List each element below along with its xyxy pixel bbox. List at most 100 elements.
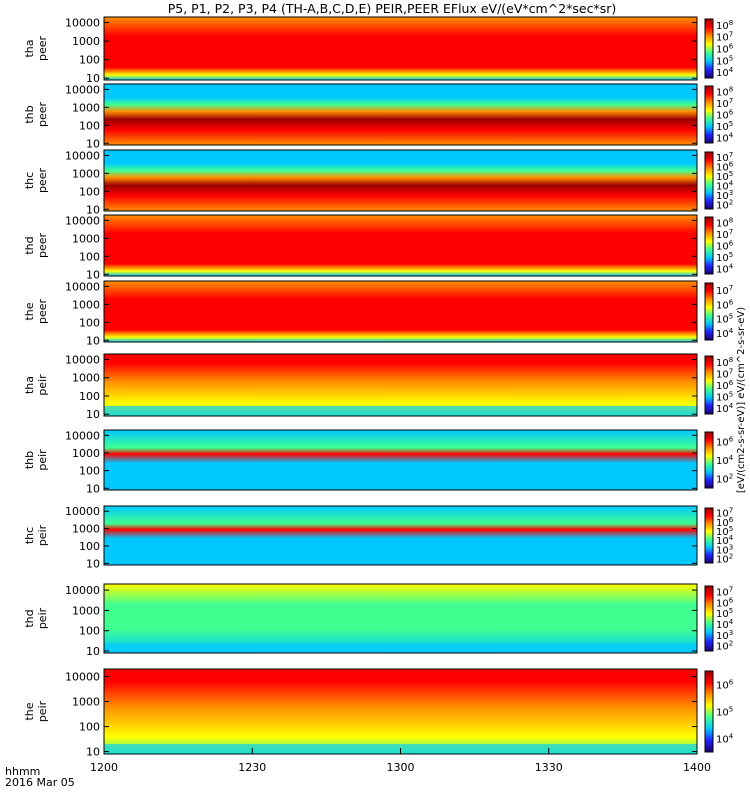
colorbar-tick-label: 105 [716,706,733,719]
colorbar-tick-label: 105 [716,54,733,67]
y-tick-label: 10000 [65,280,100,293]
panel-label: thapeer [23,36,49,62]
y-tick-label: 1000 [72,447,100,460]
colorbar [704,585,714,652]
colorbar-tick-label: 104 [716,179,734,192]
colorbar-tick-label: 105 [716,251,733,264]
colorbar-tick-label: 108 [716,356,733,369]
panel-frame [103,505,698,566]
y-tick-label: 1000 [72,696,100,709]
colorbar-tick-label: 105 [716,525,733,538]
colorbar-tick-label: 102 [716,552,733,565]
spectrogram-image [104,430,697,490]
colorbar-tick-label: 107 [716,97,733,110]
chart-title: P5, P1, P2, P3, P4 (TH-A,B,C,D,E) PEIR,P… [168,1,617,16]
y-tick-label: 100 [79,185,100,198]
colorbar-tick-label: 106 [716,679,734,692]
x-tick-label: 1300 [387,761,415,774]
y-tick-label: 10 [86,203,100,216]
y-tick-label: 10 [86,268,100,281]
colorbar-tick-label: 105 [716,170,733,183]
colorbar [704,670,714,753]
spectrogram-image [104,354,697,416]
panel-label: thepeir [23,700,49,722]
panel-label: thcpeir [23,524,49,546]
y-tick-label: 10 [86,137,100,150]
panel-frame [103,214,698,277]
colorbar-tick-label: 108 [716,217,733,230]
colorbar-tick-label: 107 [716,284,733,297]
y-tick-label: 100 [79,54,100,67]
colorbar-tick-label: 102 [716,198,733,211]
colorbar-tick-label: 107 [716,31,733,44]
time-axis: 1200 1230 1300 1330 1400 [90,748,711,774]
spectrogram-image [104,584,697,653]
colorbar-tick-label: 104 [716,454,734,467]
colorbar-tick-label: 104 [716,262,734,275]
y-tick-label: 10000 [65,429,100,442]
colorbar-tick-label: 106 [716,240,734,253]
y-tick-label: 10000 [65,83,100,96]
y-tick-label: 100 [79,540,100,553]
x-tick-label: 1200 [90,761,118,774]
colorbar-tick-label: 106 [716,298,734,311]
colorbar [704,18,714,79]
spectrogram-image [104,669,697,754]
colorbar [704,431,714,489]
colorbar-units-label: [eV/(cm2-s-sr-eV)] eV/(cm^2-s-sr-eV) [736,307,747,493]
y-tick-label: 10000 [65,214,100,227]
colorbar-tick-label: 106 [716,43,734,56]
low-energy-fill [104,406,697,416]
colorbar-tick-label: 105 [716,391,733,404]
colorbar-tick-label: 105 [716,120,733,133]
colorbar-tick-label: 105 [716,313,733,326]
x-axis-label-date: 2016 Mar 05 [5,776,75,789]
panel-label: thdpeer [23,233,49,259]
panel-label: thbpeer [23,102,49,128]
spectrogram-image [104,215,697,276]
y-tick-label: 1000 [72,167,100,180]
colorbar-tick-label: 107 [716,151,733,164]
y-tick-label: 10 [86,746,100,759]
colorbar-tick-label: 106 [716,516,734,529]
spectrogram-image [104,17,697,80]
colorbar-tick-label: 106 [716,435,734,448]
panel-frame [103,83,698,146]
y-tick-label: 10 [86,645,100,658]
spectrogram-image [104,506,697,565]
y-tick-label: 100 [79,119,100,132]
panel-frame [103,149,698,212]
x-tick-label: 1230 [238,761,266,774]
y-tick-label: 1000 [72,372,100,385]
colorbar-tick-label: 104 [716,131,734,144]
panel-label: thbpeir [23,449,49,471]
colorbar-tick-label: 103 [716,543,733,556]
y-tick-label: 1000 [72,298,100,311]
panel-the-peir: 10000 1000 100 10 thepeir 104 105 106 [23,668,734,759]
x-axis-label-units: hhmm [5,765,40,778]
y-tick-label: 1000 [72,232,100,245]
colorbar-tick-label: 107 [716,367,733,380]
y-tick-label: 10000 [65,671,100,684]
panel-frame [103,353,698,417]
y-tick-label: 1000 [72,35,100,48]
colorbar-tick-label: 106 [716,160,734,173]
colorbar-tick-label: 107 [716,228,733,241]
colorbar-tick-label: 104 [716,534,734,547]
colorbar [704,282,714,341]
colorbar-tick-label: 105 [716,607,733,620]
colorbar-tick-label: 106 [716,379,734,392]
panels: 10000100010010thapeer1041051061071081000… [23,16,734,759]
colorbar-tick-label: 108 [716,86,733,99]
panel-frame [103,280,698,343]
y-tick-label: 10000 [65,584,100,597]
panel-frame [103,429,698,491]
x-tick-label: 1330 [535,761,563,774]
